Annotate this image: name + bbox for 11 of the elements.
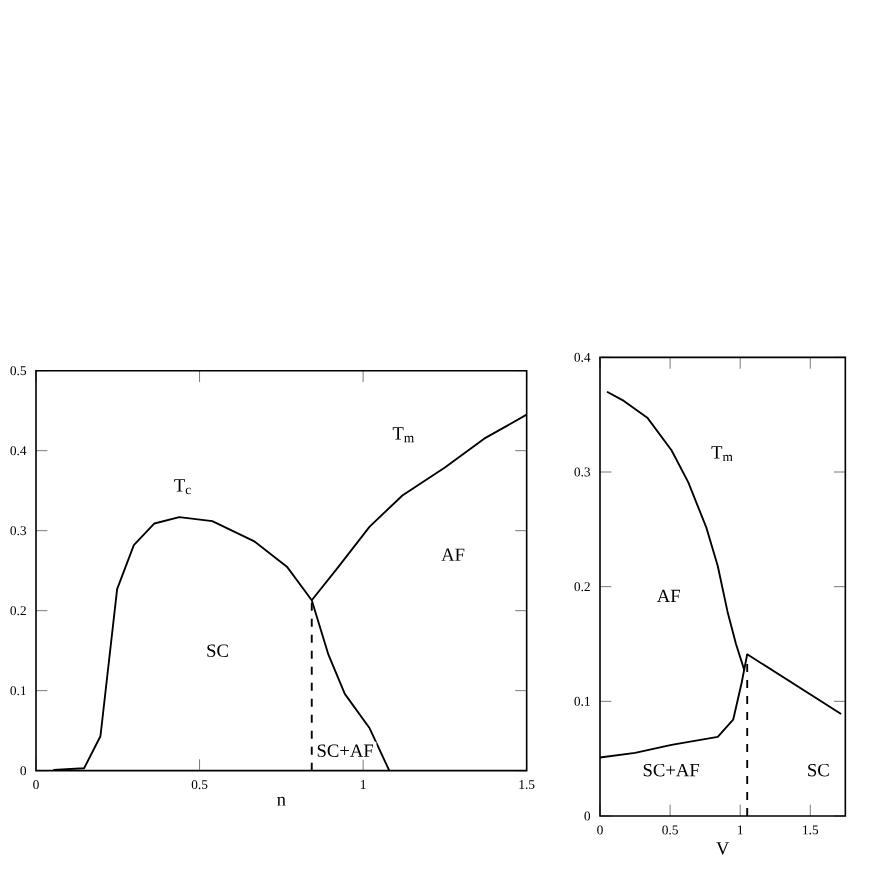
annotation: SC <box>808 763 829 777</box>
annotation: AF <box>656 589 680 603</box>
annotation: SC+AF <box>643 763 700 777</box>
annotation: T$_{m}$ <box>711 446 733 462</box>
annotation: SC+AF <box>317 744 374 757</box>
x-axis-title: V <box>716 842 730 855</box>
annotation: T$_{m}$ <box>392 427 415 443</box>
x-axis-title: n <box>277 796 286 806</box>
annotation: SC <box>207 644 228 657</box>
annotation: AF <box>441 548 465 561</box>
annotation: T$_{c}$ <box>174 479 191 495</box>
